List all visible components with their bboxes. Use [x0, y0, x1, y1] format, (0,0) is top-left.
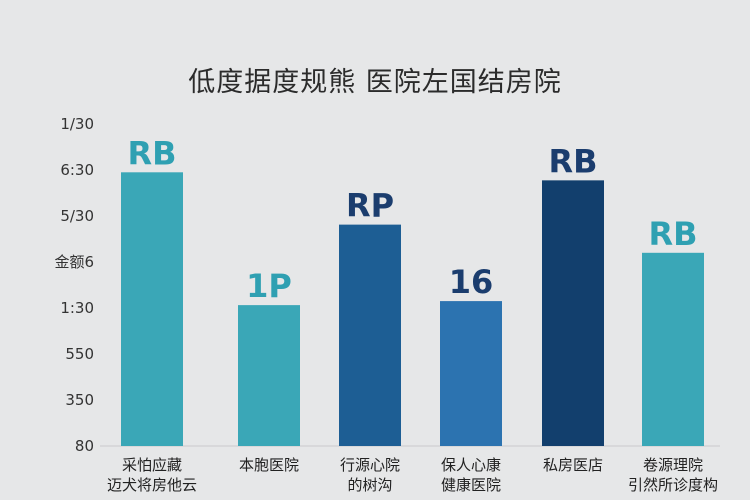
x-tick-label: 私房医店 — [543, 456, 603, 474]
x-tick-label: 的树沟 — [347, 476, 392, 494]
bar — [542, 180, 604, 446]
y-tick-label: 350 — [65, 391, 94, 409]
y-tick-label: 5/30 — [60, 207, 94, 225]
x-tick-label: 保人心康 — [441, 456, 501, 474]
x-tick-label: 卷源理院 — [643, 456, 703, 474]
y-tick-label: 6:30 — [60, 161, 94, 179]
x-tick-label: 行源心院 — [340, 456, 400, 474]
bar — [339, 224, 401, 446]
x-tick-label: 迈犬将房他云 — [107, 476, 197, 494]
y-tick-label: 金额6 — [54, 253, 94, 271]
y-tick-label: 550 — [65, 345, 94, 363]
bar-data-label: RB — [127, 134, 176, 172]
chart-title: 低度据度规熊 医院左国结房院 — [188, 67, 562, 98]
bar-data-label: RP — [346, 187, 394, 225]
y-tick-label: 80 — [75, 437, 94, 455]
bar-data-label: 16 — [449, 263, 494, 301]
bar — [642, 252, 704, 446]
bar-data-label: RB — [648, 215, 697, 253]
bar — [238, 305, 300, 446]
y-tick-label: 1/30 — [60, 115, 94, 133]
x-tick-label: 采怕应藏 — [122, 456, 182, 474]
bar-data-label: 1P — [246, 267, 292, 305]
x-tick-label: 健康医院 — [441, 476, 501, 494]
bar — [121, 172, 183, 447]
bar — [440, 301, 502, 446]
x-tick-label: 本胞医院 — [239, 456, 299, 474]
y-tick-label: 1:30 — [60, 299, 94, 317]
bar-data-label: RB — [548, 142, 597, 180]
x-tick-label: 引然所诊度构 — [628, 476, 718, 494]
